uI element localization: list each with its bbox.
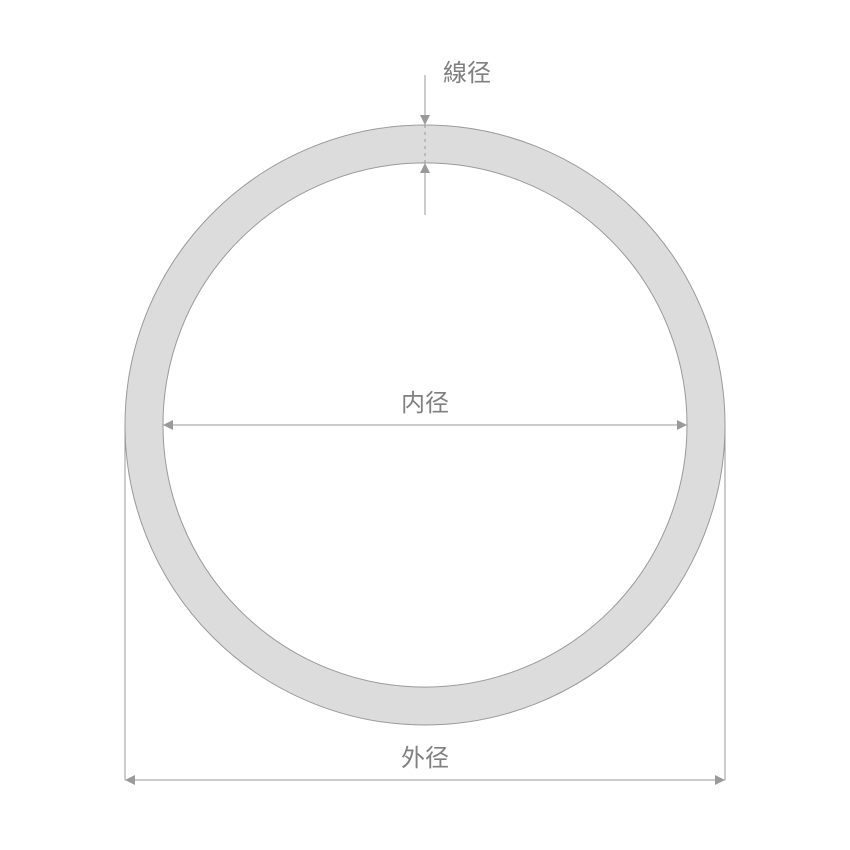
arrow-head <box>420 115 430 125</box>
wire-diameter-label: 線径 <box>443 60 491 87</box>
outer-diameter-label: 外径 <box>401 745 449 772</box>
arrow-head <box>125 775 135 785</box>
arrow-head <box>715 775 725 785</box>
ring-dimension-diagram: 内径外径 線径 <box>0 0 850 850</box>
arrow-head <box>677 420 687 430</box>
arrow-head <box>420 163 430 173</box>
inner-diameter-label: 内径 <box>401 390 449 417</box>
arrow-head <box>163 420 173 430</box>
